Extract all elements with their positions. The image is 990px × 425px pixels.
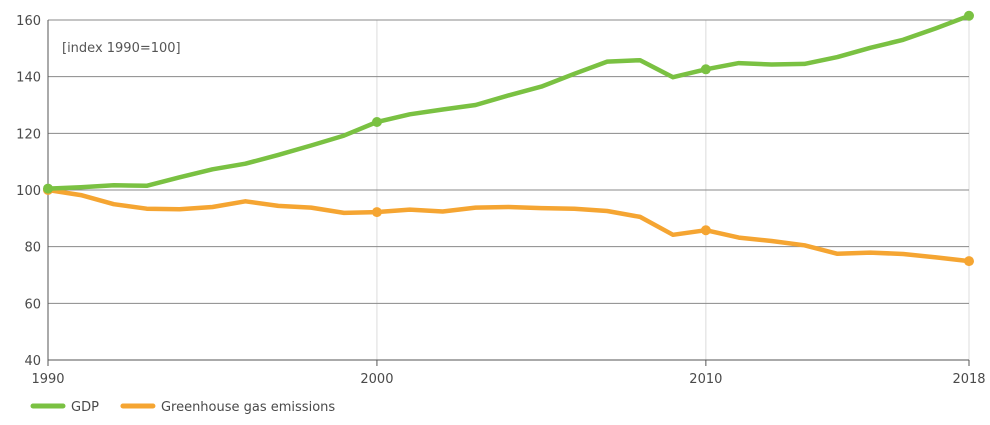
x-tick-label: 2010 <box>689 372 722 387</box>
data-point-greenhouse-gas-emissions <box>371 207 382 218</box>
y-tick-label: 100 <box>16 184 41 199</box>
data-point-greenhouse-gas-emissions <box>964 256 974 267</box>
y-tick-label: 140 <box>16 71 41 86</box>
legend: GDP Greenhouse gas emissions <box>30 400 335 415</box>
data-point-gdp <box>964 10 974 21</box>
series-lines <box>43 10 974 267</box>
y-tick-label: 60 <box>24 297 41 312</box>
series-line-greenhouse-gas-emissions <box>45 187 972 264</box>
legend-label-gdp: GDP <box>71 400 99 415</box>
y-tick-label: 160 <box>16 14 41 29</box>
x-tick-label: 2018 <box>952 372 985 387</box>
x-tick-label: 1990 <box>31 372 64 387</box>
y-tick-label: 120 <box>16 127 41 142</box>
data-point-gdp <box>43 183 53 194</box>
data-point-greenhouse-gas-emissions <box>700 225 711 236</box>
axes: 40 60 80 100 120 140 160 1990 2000 2010 2018 <box>16 14 985 387</box>
y-tick-label: 40 <box>24 354 41 369</box>
legend-label-greenhouse-gas-emissions: Greenhouse gas emissions <box>161 400 335 415</box>
x-tick-label: 2000 <box>360 372 393 387</box>
data-point-gdp <box>371 117 382 127</box>
data-point-gdp <box>700 64 711 75</box>
unit-label: [index 1990=100] <box>62 41 181 56</box>
grid-lines <box>48 19 970 360</box>
series-line-gdp <box>45 13 972 191</box>
y-tick-label: 80 <box>24 241 41 256</box>
